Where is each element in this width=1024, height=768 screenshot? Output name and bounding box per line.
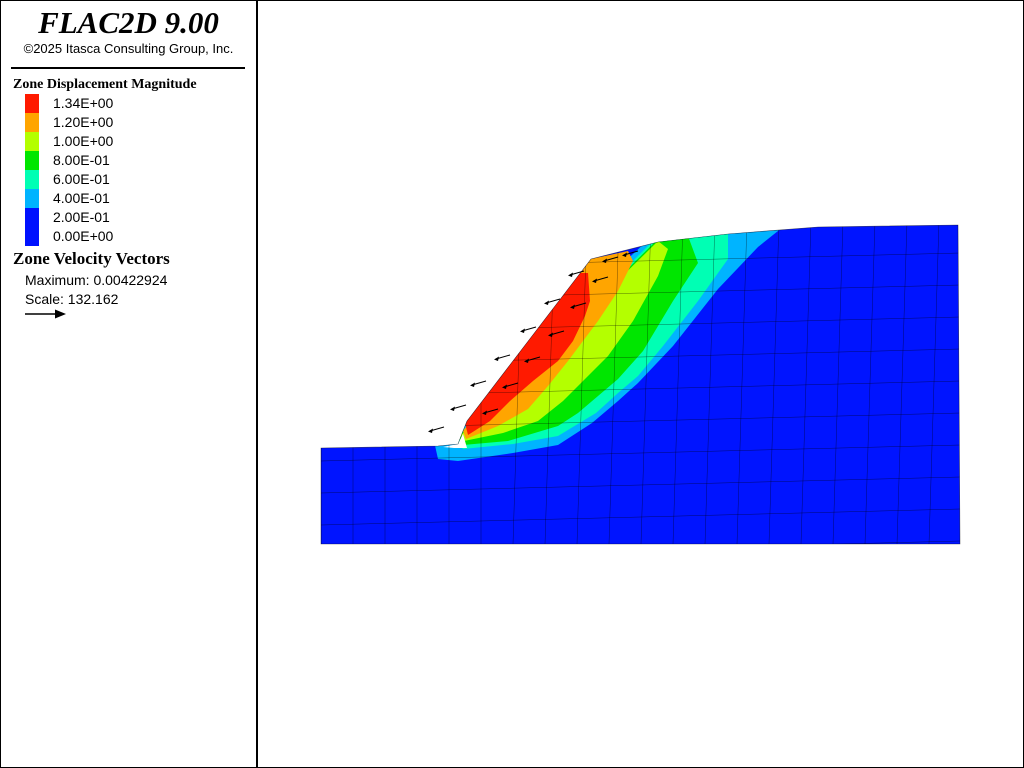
color-swatch <box>25 208 39 227</box>
mesh-line <box>576 225 588 544</box>
legend-level-label: 1.34E+00 <box>53 95 114 111</box>
displacement-contour-map <box>320 221 971 545</box>
mesh-line <box>704 225 716 544</box>
title-divider <box>11 67 245 69</box>
mesh-line <box>864 225 876 544</box>
mesh-line <box>321 508 960 526</box>
velocity-vector <box>494 354 511 361</box>
legend-level-label: 1.20E+00 <box>53 114 114 130</box>
velocity-vector <box>592 276 609 283</box>
velocity-vector <box>524 356 541 363</box>
velocity-vector <box>428 426 445 433</box>
mesh-line <box>321 444 960 462</box>
mesh-line <box>736 225 748 544</box>
legend-level-label: 4.00E-01 <box>53 190 110 206</box>
mesh-line <box>608 225 620 544</box>
velocity-vector <box>602 256 619 263</box>
velocity-vector <box>544 298 561 305</box>
contour-band-1200 <box>465 273 590 435</box>
color-swatch <box>25 170 39 189</box>
velocity-vector <box>470 380 487 387</box>
color-swatch <box>25 227 39 246</box>
velocity-vector <box>482 408 499 415</box>
legend-level-label: 1.00E+00 <box>53 133 114 149</box>
mesh-line <box>832 225 844 544</box>
mesh-line <box>800 225 812 544</box>
vector-maximum: Maximum: 0.00422924 <box>25 272 168 288</box>
mesh-line <box>928 225 940 544</box>
legend-panel: FLAC2D 9.00 ©2025 Itasca Consulting Grou… <box>1 1 258 767</box>
color-swatch <box>25 113 39 132</box>
legend-level-label: 0.00E+00 <box>53 228 114 244</box>
legend-level-label: 8.00E-01 <box>53 152 110 168</box>
velocity-vector <box>570 302 587 309</box>
velocity-vector <box>548 330 565 337</box>
velocity-vector <box>622 250 639 257</box>
color-swatch <box>25 189 39 208</box>
mesh-line <box>321 540 960 544</box>
app-title: FLAC2D 9.00 <box>38 5 219 40</box>
color-swatch <box>25 94 39 113</box>
velocity-vector <box>450 404 467 411</box>
velocity-vector <box>568 270 585 277</box>
vector-legend-title: Zone Velocity Vectors <box>13 249 170 268</box>
mesh-line <box>961 221 971 544</box>
mesh-line <box>768 225 780 544</box>
mesh-line <box>321 476 960 494</box>
velocity-vectors <box>428 250 639 433</box>
slope-toe-notch <box>443 434 467 448</box>
arrow-right-icon <box>25 309 66 319</box>
copyright-text: ©2025 Itasca Consulting Group, Inc. <box>23 41 234 56</box>
legend-level-label: 2.00E-01 <box>53 209 110 225</box>
color-swatch <box>25 132 39 151</box>
velocity-vector <box>502 382 519 389</box>
model-outline <box>320 224 961 545</box>
vector-scale: Scale: 132.162 <box>25 291 119 307</box>
mesh-line <box>640 225 652 544</box>
color-swatch <box>25 151 39 170</box>
legend-level-label: 6.00E-01 <box>53 171 110 187</box>
velocity-vector <box>520 326 537 333</box>
contour-legend-title: Zone Displacement Magnitude <box>13 77 197 92</box>
model-plot-area[interactable] <box>258 1 1023 767</box>
mesh-line <box>672 225 684 544</box>
slope-model-view[interactable] <box>258 1 1023 767</box>
